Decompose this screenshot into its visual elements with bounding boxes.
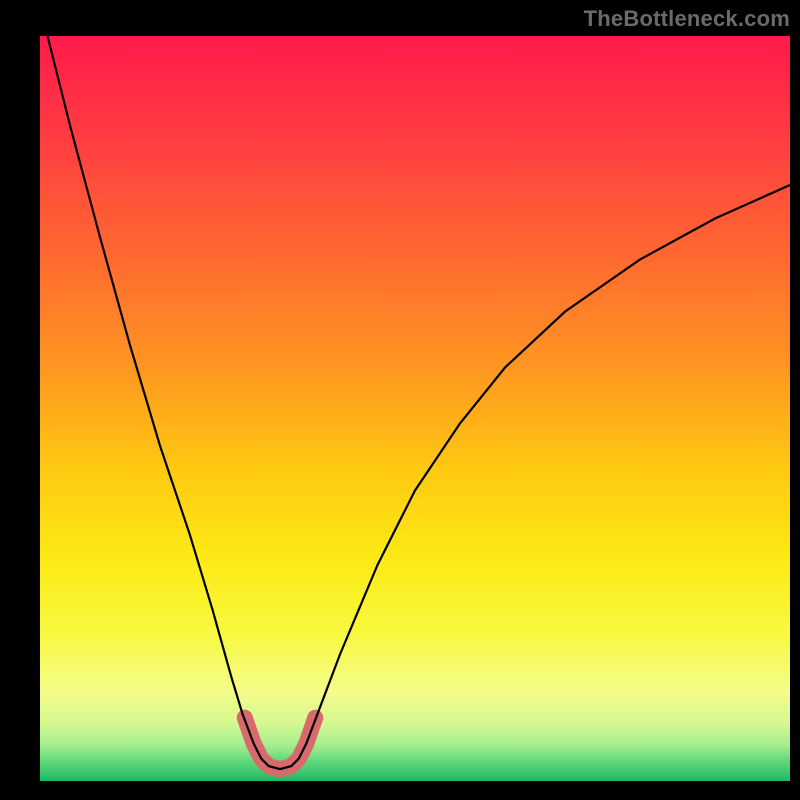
chart-viewport: TheBottleneck.com [0,0,800,800]
watermark-text: TheBottleneck.com [584,6,790,32]
curve-layer [40,36,790,781]
plot-area [40,36,790,781]
main-curve-path [48,36,791,769]
marker-u-path [245,718,316,769]
